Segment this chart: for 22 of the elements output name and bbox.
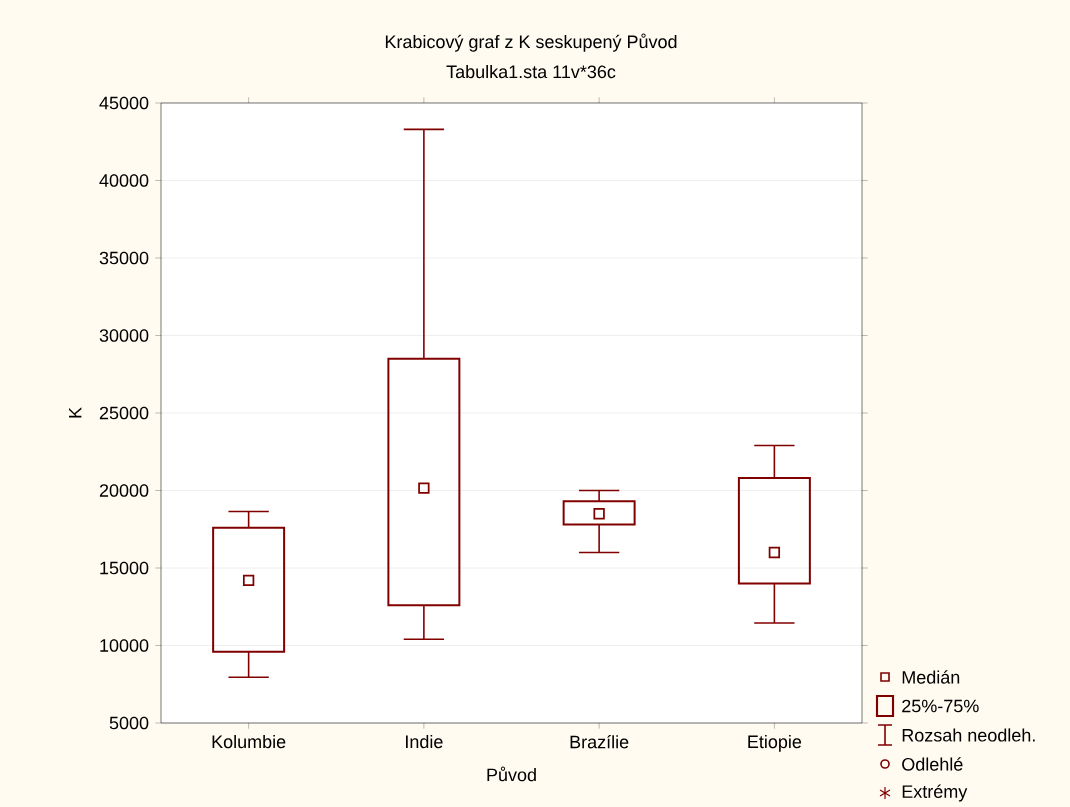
chart-subtitle: Tabulka1.sta 11v*36c <box>446 64 616 79</box>
chart-title: Krabicový graf z K seskupený Původ <box>385 33 677 52</box>
x-axis-title: Původ <box>487 766 536 782</box>
y-tick-label: 25000 <box>99 406 149 420</box>
text: Odlehlé <box>902 757 963 771</box>
x-tick-label: Indie <box>406 734 443 749</box>
y-tick-label: 35000 <box>99 251 149 265</box>
y-tick-label: 15000 <box>100 561 149 575</box>
y-tick-label: 5000 <box>109 716 149 730</box>
text: Rozsah neodleh. <box>902 728 1035 742</box>
x-tick-label: Kolumbie <box>212 734 286 749</box>
y-tick-label: 20000 <box>99 484 149 497</box>
y-tick-label: 45000 <box>99 96 149 110</box>
text: Medián <box>902 670 960 684</box>
x-tick-label: Etiopie <box>748 734 802 752</box>
y-tick-label: 40000 <box>99 174 149 187</box>
x-tick-label: Brazílie <box>570 734 629 749</box>
y-axis-title: K <box>69 407 82 418</box>
text: Extrémy <box>902 784 968 802</box>
y-tick-label: 10000 <box>100 639 149 652</box>
y-tick-label: 30000 <box>99 329 149 342</box>
text: 25%-75% <box>902 699 979 713</box>
